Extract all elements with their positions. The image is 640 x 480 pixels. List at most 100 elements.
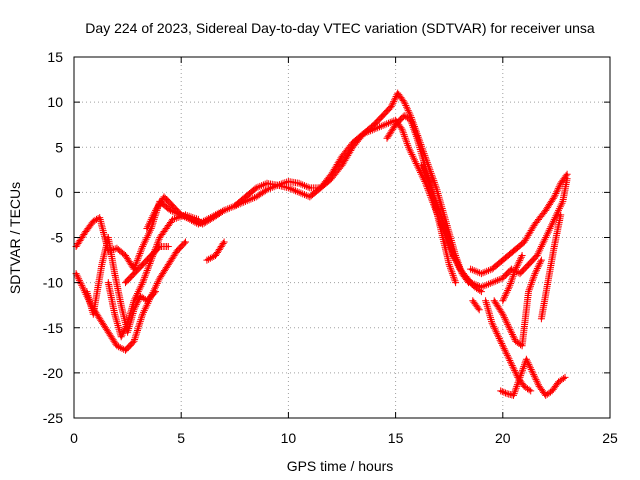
y-tick-label: 15 (47, 49, 63, 65)
data-point (409, 114, 412, 117)
data-point (145, 299, 149, 302)
data-point (171, 204, 174, 208)
data-point (553, 245, 556, 248)
data-point (441, 236, 444, 239)
data-point (385, 137, 389, 140)
data-point (244, 195, 247, 199)
data-point (435, 186, 438, 190)
y-tick-label: 0 (55, 184, 63, 200)
data-point (255, 195, 258, 199)
data-point (297, 182, 301, 185)
series-track-j (497, 355, 569, 399)
data-point (471, 299, 474, 302)
data-point (205, 258, 209, 262)
data-point (100, 263, 104, 266)
data-point (340, 164, 344, 167)
data-point (124, 281, 127, 284)
data-point (132, 340, 136, 343)
data-point (501, 276, 504, 280)
data-point (92, 220, 95, 223)
data-point (490, 322, 494, 325)
data-point (433, 195, 436, 199)
data-point (362, 132, 365, 135)
data-point (465, 276, 468, 280)
data-point (167, 245, 170, 248)
data-point (351, 146, 354, 149)
data-point (184, 240, 187, 244)
data-point (533, 272, 537, 275)
data-point (533, 222, 537, 226)
data-point (330, 177, 333, 180)
data-point (98, 216, 101, 219)
axis-ticks: 0 5 10 15 20 25 -25 -20 -15 -10 -5 0 5 10 15 (43, 49, 618, 446)
data-point (452, 254, 455, 257)
data-point (478, 308, 481, 311)
data-point (484, 299, 487, 302)
data-point (113, 313, 116, 316)
data-point (563, 376, 567, 379)
data-point (381, 114, 384, 117)
data-point (222, 209, 226, 212)
data-point (351, 141, 354, 144)
data-point (169, 209, 172, 212)
data-point (81, 285, 84, 289)
data-point (319, 186, 322, 190)
data-point (527, 263, 530, 266)
data-point (394, 123, 397, 126)
data-point (107, 331, 110, 334)
data-point (150, 254, 153, 257)
series-track-n (469, 297, 483, 314)
data-point (396, 91, 399, 95)
data-point (508, 326, 511, 329)
data-point (454, 281, 457, 284)
data-point (233, 204, 236, 208)
data-point (74, 245, 78, 248)
data-point (107, 236, 110, 239)
y-tick-label: -15 (43, 320, 63, 336)
data-point (529, 389, 532, 393)
data-point (557, 380, 560, 384)
data-point (512, 394, 515, 397)
data-point (403, 114, 406, 117)
data-point (175, 249, 179, 253)
chart-title: Day 224 of 2023, Sidereal Day-to-day VTE… (85, 20, 595, 36)
data-point (516, 376, 519, 379)
x-tick-label: 0 (70, 430, 78, 446)
data-point (214, 213, 217, 217)
data-point (473, 285, 477, 289)
data-point (205, 218, 209, 221)
x-tick-label: 25 (602, 430, 618, 446)
data-point (544, 394, 547, 397)
data-point (490, 267, 494, 271)
data-point (180, 213, 183, 217)
data-point (546, 281, 549, 284)
data-point (373, 123, 376, 126)
x-tick-label: 10 (281, 430, 297, 446)
data-point (383, 123, 387, 126)
y-tick-label: -20 (43, 365, 63, 381)
data-point (83, 231, 86, 235)
data-point (276, 184, 279, 187)
data-point (287, 186, 290, 190)
data-point (499, 389, 502, 393)
series-track-l (467, 170, 571, 278)
data-point (505, 392, 509, 395)
data-point (480, 272, 483, 275)
data-point (120, 335, 123, 338)
data-point (553, 218, 556, 221)
data-point (158, 236, 161, 239)
series-track-o (499, 252, 526, 305)
data-point (85, 290, 89, 293)
data-point (525, 358, 528, 361)
data-point (540, 258, 543, 262)
data-point (409, 119, 412, 122)
data-point (126, 322, 129, 325)
data-point (330, 173, 333, 176)
data-point (422, 159, 425, 162)
data-point (150, 227, 153, 230)
data-point (512, 249, 515, 253)
data-point (469, 267, 472, 271)
data-point (426, 177, 429, 180)
series-track-e (203, 238, 228, 264)
